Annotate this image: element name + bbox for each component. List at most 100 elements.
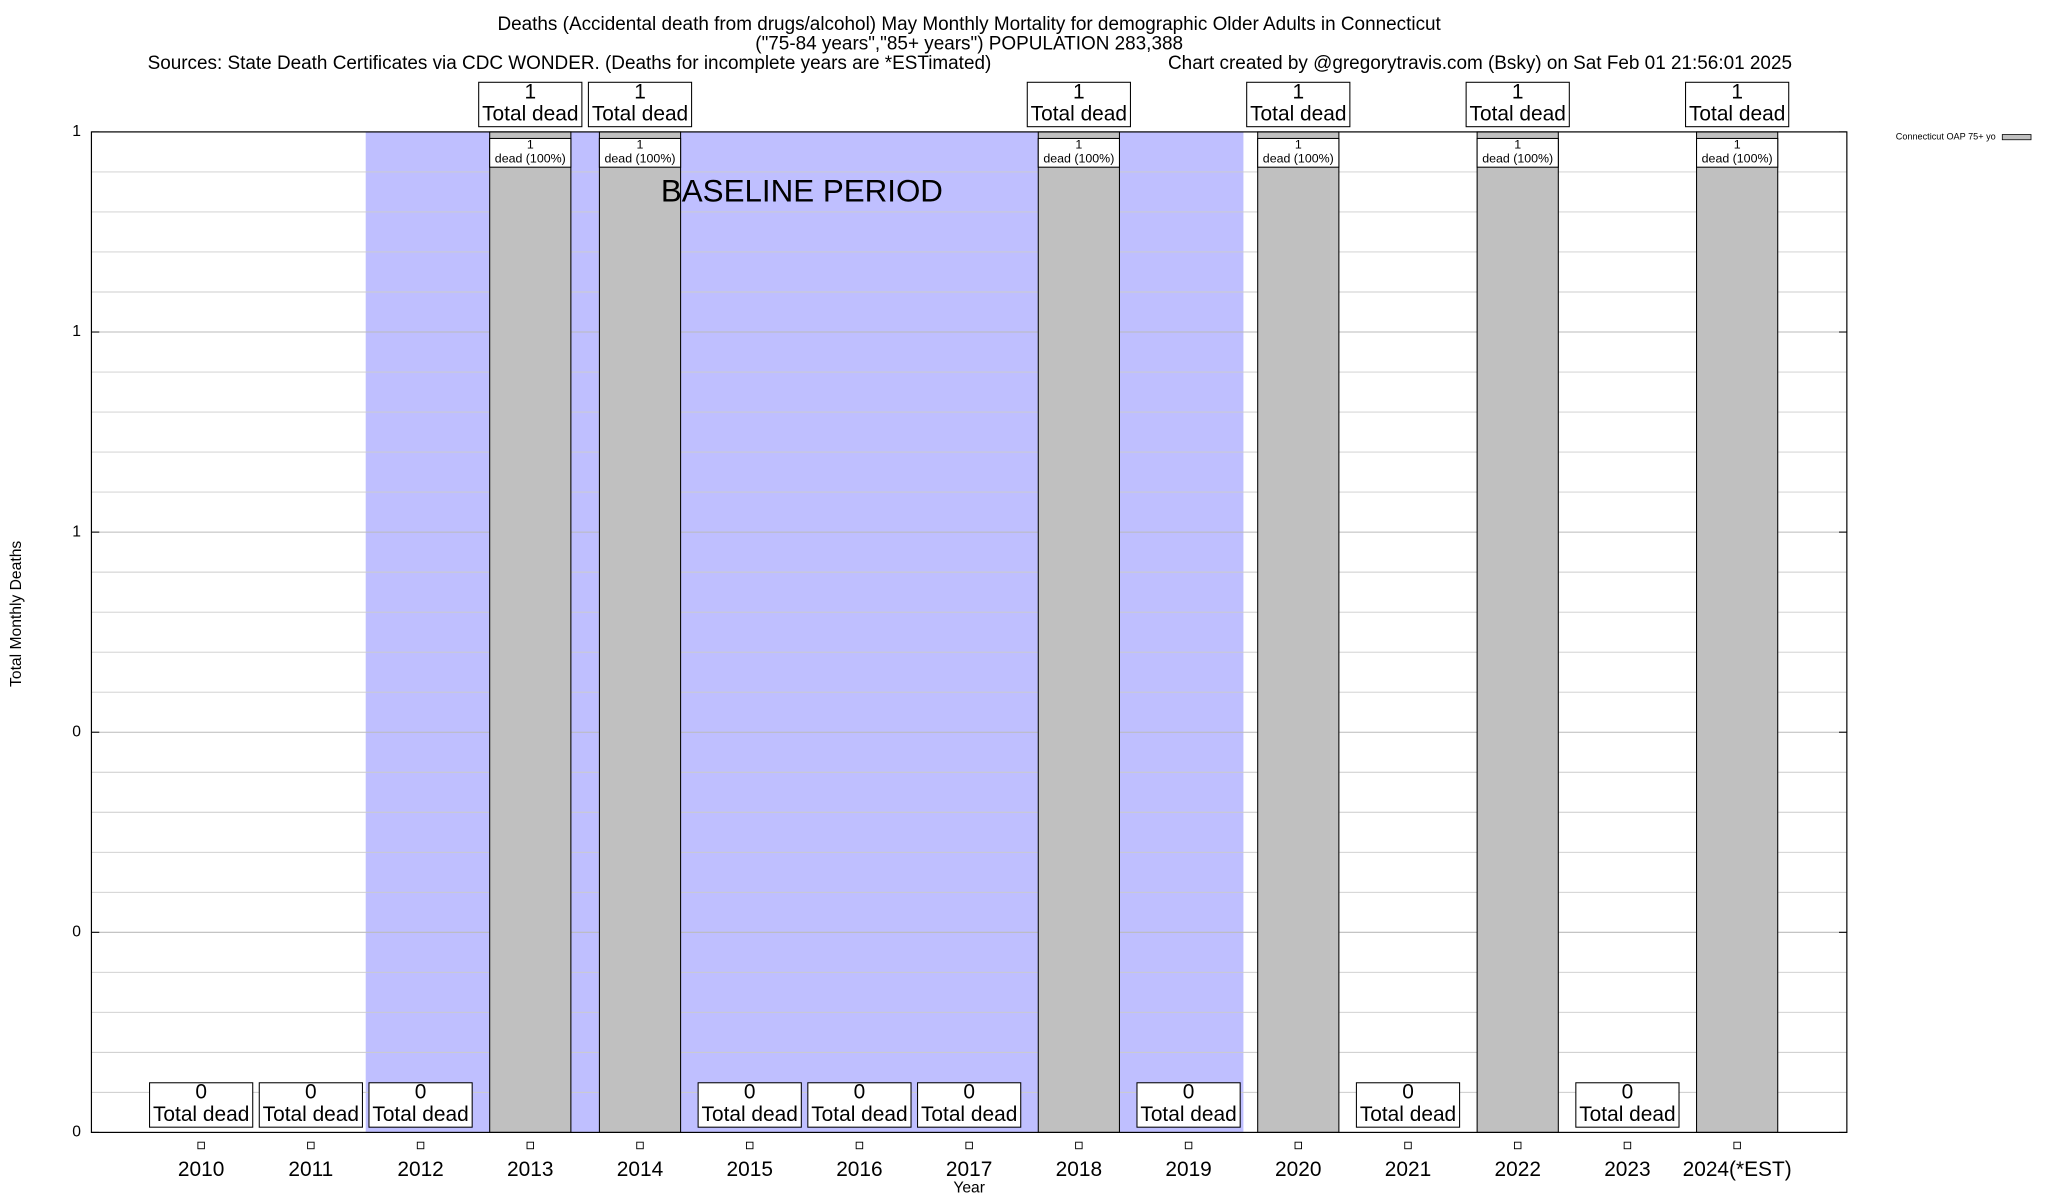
total-label: Total dead [1579, 1103, 1675, 1126]
plot-frame [90, 131, 1848, 1133]
share-label: dead (100%) [605, 152, 676, 166]
total-label: Total dead [921, 1103, 1017, 1126]
x-tick-label: 2010 [178, 1158, 224, 1181]
x-tick-label: 2021 [1385, 1158, 1431, 1181]
value-label: 1 [1731, 80, 1743, 103]
x-tick-marker [307, 1141, 315, 1150]
x-tick-label: 2015 [726, 1158, 772, 1181]
value-box [1355, 1082, 1461, 1128]
x-tick-marker [1623, 1141, 1632, 1150]
x-tick-marker [1404, 1141, 1412, 1150]
share-value: 1 [1075, 137, 1082, 151]
value-label: 0 [1183, 1081, 1195, 1104]
value-label: 0 [963, 1081, 975, 1104]
value-label: 0 [744, 1081, 756, 1104]
bar [1257, 131, 1340, 1133]
value-label: 0 [854, 1081, 866, 1104]
value-box [149, 1082, 254, 1128]
x-tick-label: 2011 [288, 1158, 333, 1181]
x-tick-marker [636, 1141, 644, 1150]
x-tick-label: 2024(*EST) [1683, 1158, 1792, 1181]
total-label: Total dead [482, 102, 578, 125]
y-axis-label: Total Monthly Deaths [8, 541, 25, 687]
chart-credit: Chart created by @gregorytravis.com (Bsk… [1168, 53, 1792, 74]
bar [598, 131, 682, 1133]
share-box [1257, 137, 1340, 168]
legend-swatch [2001, 134, 2032, 141]
share-box [489, 137, 572, 168]
x-tick-marker [526, 1141, 535, 1150]
value-box [587, 81, 693, 128]
value-label: 0 [415, 1081, 427, 1104]
total-label: Total dead [1250, 102, 1346, 125]
value-box [478, 81, 583, 128]
x-tick-label: 2012 [397, 1158, 443, 1181]
x-tick-label: 2016 [836, 1158, 882, 1181]
total-label: Total dead [1360, 1103, 1456, 1126]
share-label: dead (100%) [1702, 152, 1773, 166]
share-value: 1 [1295, 137, 1302, 151]
bar [1037, 131, 1120, 1133]
baseline-label: BASELINE PERIOD [661, 174, 943, 209]
total-label: Total dead [592, 102, 688, 125]
x-tick-marker [1075, 1141, 1083, 1150]
share-label: dead (100%) [1263, 152, 1334, 166]
x-tick-label: 2019 [1165, 1158, 1211, 1181]
chart-source: Sources: State Death Certificates via CD… [148, 53, 992, 74]
value-label: 0 [305, 1081, 317, 1104]
value-label: 0 [195, 1081, 207, 1104]
value-box [917, 1082, 1022, 1128]
y-tick-label: 0 [72, 1124, 81, 1141]
x-tick-label: 2023 [1604, 1158, 1650, 1181]
x-axis-label: Year [953, 1180, 985, 1197]
value-label: 1 [634, 80, 646, 103]
x-tick-label: 2014 [617, 1158, 663, 1181]
y-tick-label: 1 [72, 123, 81, 140]
value-box [1136, 1082, 1241, 1128]
value-box [1246, 81, 1351, 128]
total-label: Total dead [1031, 102, 1127, 125]
x-tick-marker [1184, 1141, 1193, 1150]
x-tick-label: 2018 [1056, 1158, 1102, 1181]
total-label: Total dead [1689, 102, 1785, 125]
share-label: dead (100%) [495, 152, 566, 166]
legend-label: Connecticut OAP 75+ yo [1896, 132, 1996, 142]
total-label: Total dead [153, 1103, 249, 1126]
value-label: 1 [524, 80, 536, 103]
total-label: Total dead [1470, 102, 1566, 125]
value-box [1465, 81, 1570, 128]
total-label: Total dead [1140, 1103, 1236, 1126]
y-tick-label: 0 [72, 923, 81, 940]
y-tick-label: 0 [72, 723, 81, 740]
x-tick-marker [197, 1141, 205, 1150]
share-value: 1 [1734, 137, 1741, 151]
share-box [1476, 137, 1559, 168]
share-value: 1 [637, 137, 644, 151]
value-box [368, 1082, 473, 1128]
x-tick-marker [1294, 1141, 1303, 1150]
x-tick-marker [1513, 1141, 1522, 1150]
share-value: 1 [1514, 137, 1521, 151]
value-label: 0 [1402, 1081, 1414, 1104]
x-tick-marker [965, 1141, 973, 1150]
y-tick-label: 1 [72, 323, 81, 340]
value-box [697, 1082, 802, 1128]
x-tick-marker [855, 1141, 864, 1150]
x-tick-label: 2017 [946, 1158, 992, 1181]
value-box [1026, 81, 1131, 128]
y-tick-label: 1 [72, 523, 81, 540]
x-tick-marker [416, 1141, 425, 1150]
value-box [258, 1082, 363, 1128]
share-label: dead (100%) [1482, 152, 1553, 166]
total-label: Total dead [263, 1103, 359, 1126]
total-label: Total dead [811, 1103, 907, 1126]
bar [1476, 131, 1559, 1133]
value-label: 1 [1292, 80, 1304, 103]
value-label: 1 [1512, 80, 1524, 103]
value-box [1575, 1082, 1680, 1128]
x-tick-marker [745, 1141, 754, 1150]
value-box [807, 1082, 912, 1128]
bar [1696, 131, 1779, 1133]
